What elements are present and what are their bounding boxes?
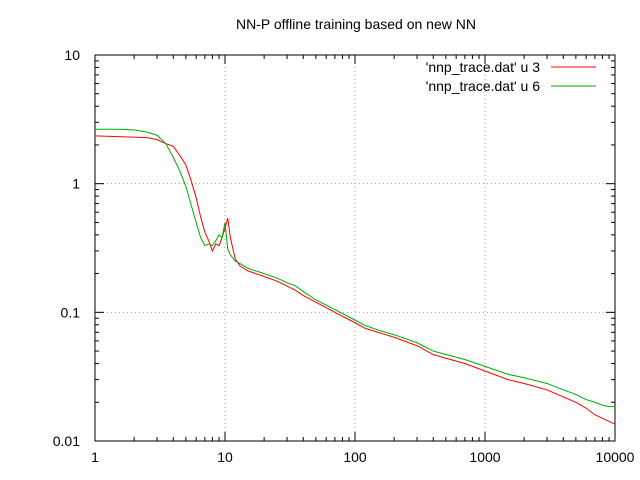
x-tick-label: 10	[217, 449, 233, 465]
y-tick-label: 0.1	[61, 304, 81, 320]
y-tick-label: 1	[72, 176, 80, 192]
grid	[95, 55, 615, 441]
y-tick-label: 0.01	[53, 433, 80, 449]
legend: 'nnp_trace.dat' u 3 'nnp_trace.dat' u 6	[426, 59, 596, 94]
series-line-1	[94, 135, 616, 425]
axis-ticks: 1 10 100 1000 10000 0.01 0.1 1 10	[53, 47, 635, 465]
y-tick-label: 10	[64, 47, 80, 63]
series-line-2	[95, 128, 615, 408]
chart-title: NN-P offline training based on new NN	[236, 16, 476, 32]
series-group	[94, 128, 616, 425]
x-tick-label: 1	[91, 449, 99, 465]
x-tick-label: 1000	[469, 449, 500, 465]
legend-label-2: 'nnp_trace.dat' u 6	[426, 78, 541, 94]
x-tick-label: 100	[343, 449, 367, 465]
legend-label-1: 'nnp_trace.dat' u 3	[426, 59, 541, 75]
x-tick-label: 10000	[596, 449, 635, 465]
